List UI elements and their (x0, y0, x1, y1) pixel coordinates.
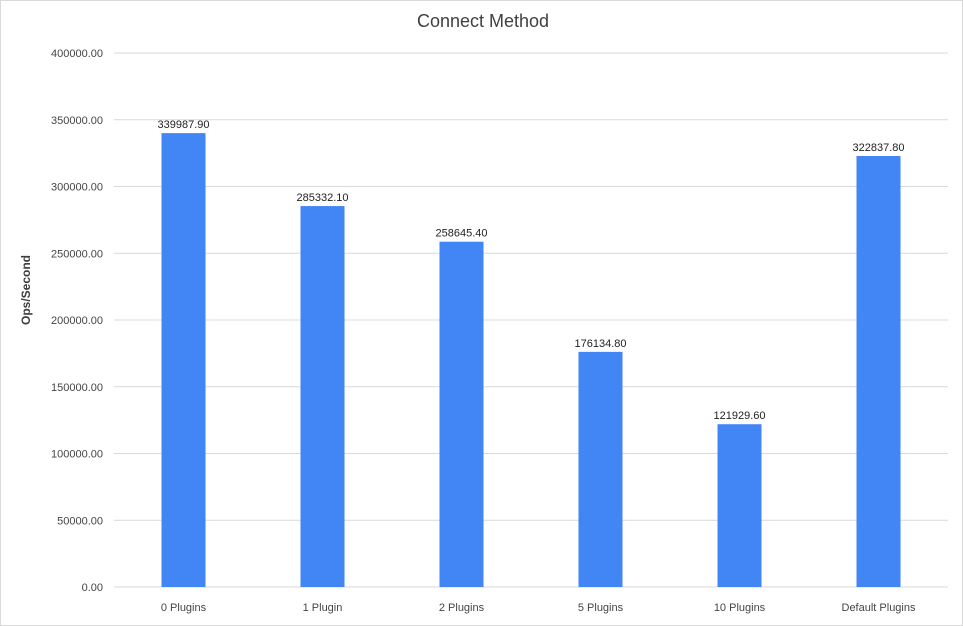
data-label: 285332.10 (297, 192, 349, 204)
bar (578, 351, 623, 587)
data-label: 322837.80 (853, 142, 905, 154)
chart-title: Connect Method (417, 11, 549, 31)
x-tick-label: 10 Plugins (714, 602, 766, 614)
bar (717, 424, 762, 587)
bar (300, 206, 345, 587)
y-tick-label: 150000.00 (51, 382, 103, 394)
y-tick-label: 350000.00 (51, 115, 103, 127)
x-tick-label: 1 Plugin (303, 602, 343, 614)
data-label: 121929.60 (714, 410, 766, 422)
x-tick-label: 2 Plugins (439, 602, 485, 614)
x-tick-label: Default Plugins (842, 602, 916, 614)
y-axis-ticks: 0.00 50000.00 100000.00 150000.00 200000.00 2… (51, 48, 103, 594)
gridlines (114, 52, 948, 588)
y-tick-label: 250000.00 (51, 248, 103, 260)
y-tick-label: 300000.00 (51, 182, 103, 194)
bar (439, 241, 484, 588)
data-label: 176134.80 (575, 338, 627, 350)
bar (161, 133, 206, 587)
x-axis-ticks: 0 Plugins 1 Plugin 2 Plugins 5 Plugins 10 Pl… (161, 602, 916, 614)
y-axis-label: Ops/Second (19, 255, 33, 325)
y-tick-label: 200000.00 (51, 315, 103, 327)
x-tick-label: 0 Plugins (161, 602, 207, 614)
x-tick-label: 5 Plugins (578, 602, 624, 614)
y-tick-label: 100000.00 (51, 449, 103, 461)
y-tick-label: 0.00 (82, 582, 103, 594)
bar (856, 156, 901, 587)
y-tick-label: 50000.00 (57, 515, 103, 527)
data-label: 258645.40 (436, 228, 488, 240)
bars: 339987.90 285332.10 258645.40 176134.80 1219… (158, 119, 905, 588)
y-tick-label: 400000.00 (51, 48, 103, 60)
data-label: 339987.90 (158, 119, 210, 131)
